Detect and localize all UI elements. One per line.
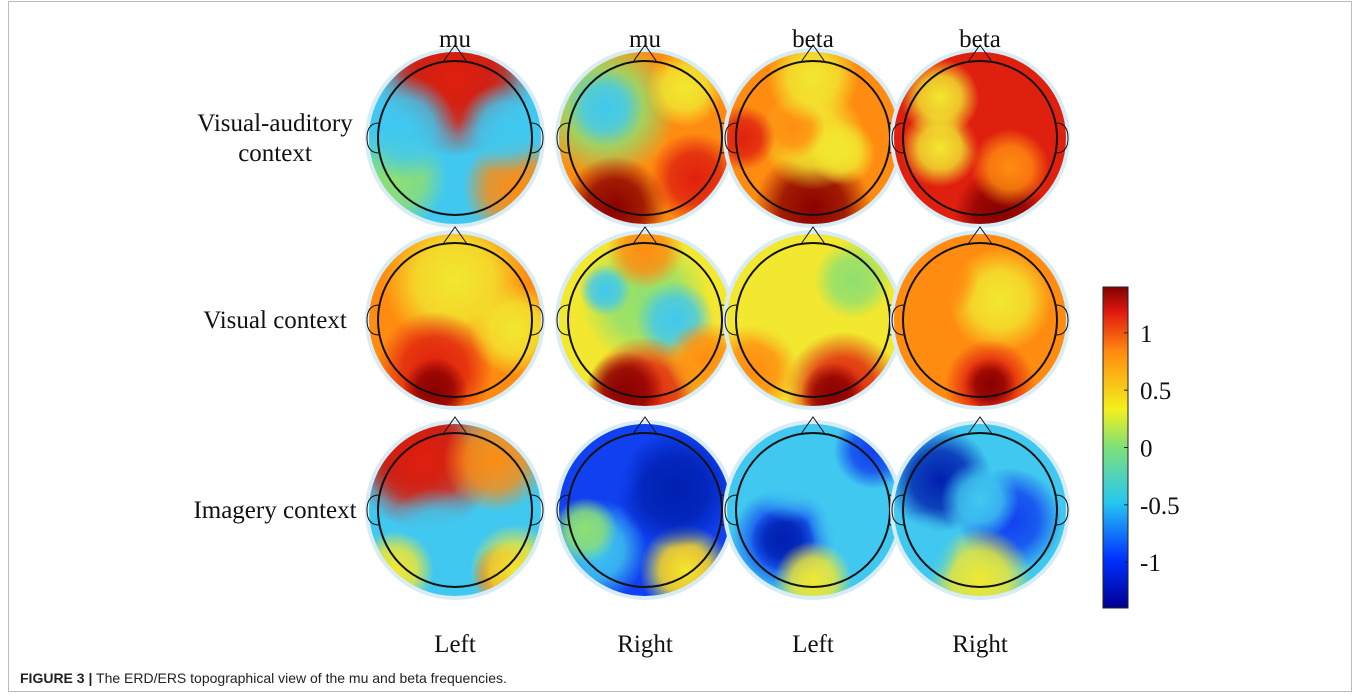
- blob: [563, 156, 667, 226]
- ear-left: [366, 304, 380, 336]
- nose: [967, 44, 993, 63]
- topomap: [892, 422, 1068, 598]
- blob: [367, 531, 434, 598]
- head-outline: [567, 432, 723, 588]
- colorbar-tick-label: 0: [1140, 436, 1153, 463]
- ear-left: [366, 494, 380, 526]
- nose: [967, 226, 993, 245]
- ear-left: [556, 122, 570, 154]
- head-outline: [902, 432, 1058, 588]
- topomap: [892, 50, 1068, 226]
- topomap: [892, 232, 1068, 408]
- nose: [800, 226, 826, 245]
- nose: [800, 44, 826, 63]
- blob: [557, 497, 618, 563]
- caption-text: The ERD/ERS topographical view of the mu…: [96, 670, 507, 686]
- blob: [402, 357, 468, 408]
- caption-label: FIGURE 3 |: [20, 670, 92, 686]
- ear-left: [724, 494, 738, 526]
- blob: [971, 129, 1049, 207]
- colorbar-tick-label: 0.5: [1140, 378, 1171, 405]
- bottom-label: Right: [617, 631, 673, 658]
- colorbar-tick-label: -1: [1140, 550, 1161, 577]
- blob: [810, 120, 876, 186]
- ear-right: [1055, 494, 1069, 526]
- ear-left: [366, 122, 380, 154]
- column-header: beta: [792, 26, 834, 53]
- blob: [941, 461, 1019, 539]
- ear-right: [530, 494, 544, 526]
- row-label: context: [238, 140, 312, 167]
- blob: [814, 241, 892, 319]
- blob: [606, 232, 684, 289]
- ear-left: [556, 304, 570, 336]
- column-header: mu: [439, 26, 471, 53]
- row-label: Visual-auditory: [197, 110, 353, 137]
- ear-left: [891, 122, 905, 154]
- nose: [632, 416, 658, 435]
- blob: [741, 422, 845, 522]
- blob: [469, 284, 543, 376]
- ear-left: [724, 122, 738, 154]
- blob: [469, 524, 543, 598]
- bottom-label: Left: [792, 631, 834, 658]
- nose: [632, 44, 658, 63]
- head-outline: [377, 60, 533, 216]
- caption: FIGURE 3 | The ERD/ERS topographical vie…: [20, 670, 507, 686]
- bottom-label: Right: [952, 631, 1008, 658]
- nose: [632, 226, 658, 245]
- topomap: [557, 232, 733, 408]
- blob: [774, 541, 852, 598]
- ear-left: [556, 494, 570, 526]
- topomap: [725, 50, 901, 226]
- bottom-label: Left: [434, 631, 476, 658]
- colorbar-tick-label: 1: [1140, 321, 1153, 348]
- ear-right: [530, 304, 544, 336]
- blob: [767, 50, 859, 124]
- nose: [442, 416, 468, 435]
- ear-left: [891, 494, 905, 526]
- topomap: [557, 50, 733, 226]
- blob: [964, 359, 1016, 408]
- colorbar: [1102, 286, 1129, 609]
- column-header: mu: [629, 26, 661, 53]
- blob: [459, 82, 543, 174]
- row-label: Visual context: [203, 307, 347, 334]
- topomaps: [365, 44, 1070, 600]
- blob: [901, 241, 979, 319]
- nose: [442, 226, 468, 245]
- nose: [800, 416, 826, 435]
- head-outline: [377, 242, 533, 398]
- row-label: Imagery context: [193, 497, 356, 524]
- head-outline: [377, 432, 533, 588]
- nose: [967, 416, 993, 435]
- head-outline: [902, 60, 1058, 216]
- column-header: beta: [959, 26, 1001, 53]
- blob: [901, 59, 979, 137]
- colorbar-tick-label: -0.5: [1140, 493, 1180, 520]
- ear-left: [891, 304, 905, 336]
- ear-right: [1055, 122, 1069, 154]
- head-outline: [902, 242, 1058, 398]
- blob: [586, 351, 664, 408]
- head-outline: [567, 60, 723, 216]
- head-outline: [567, 242, 723, 398]
- topomap: [725, 232, 901, 408]
- figure-border: [8, 1, 1352, 692]
- ear-right: [530, 122, 544, 154]
- ear-left: [724, 304, 738, 336]
- nose: [442, 44, 468, 63]
- ear-right: [1055, 304, 1069, 336]
